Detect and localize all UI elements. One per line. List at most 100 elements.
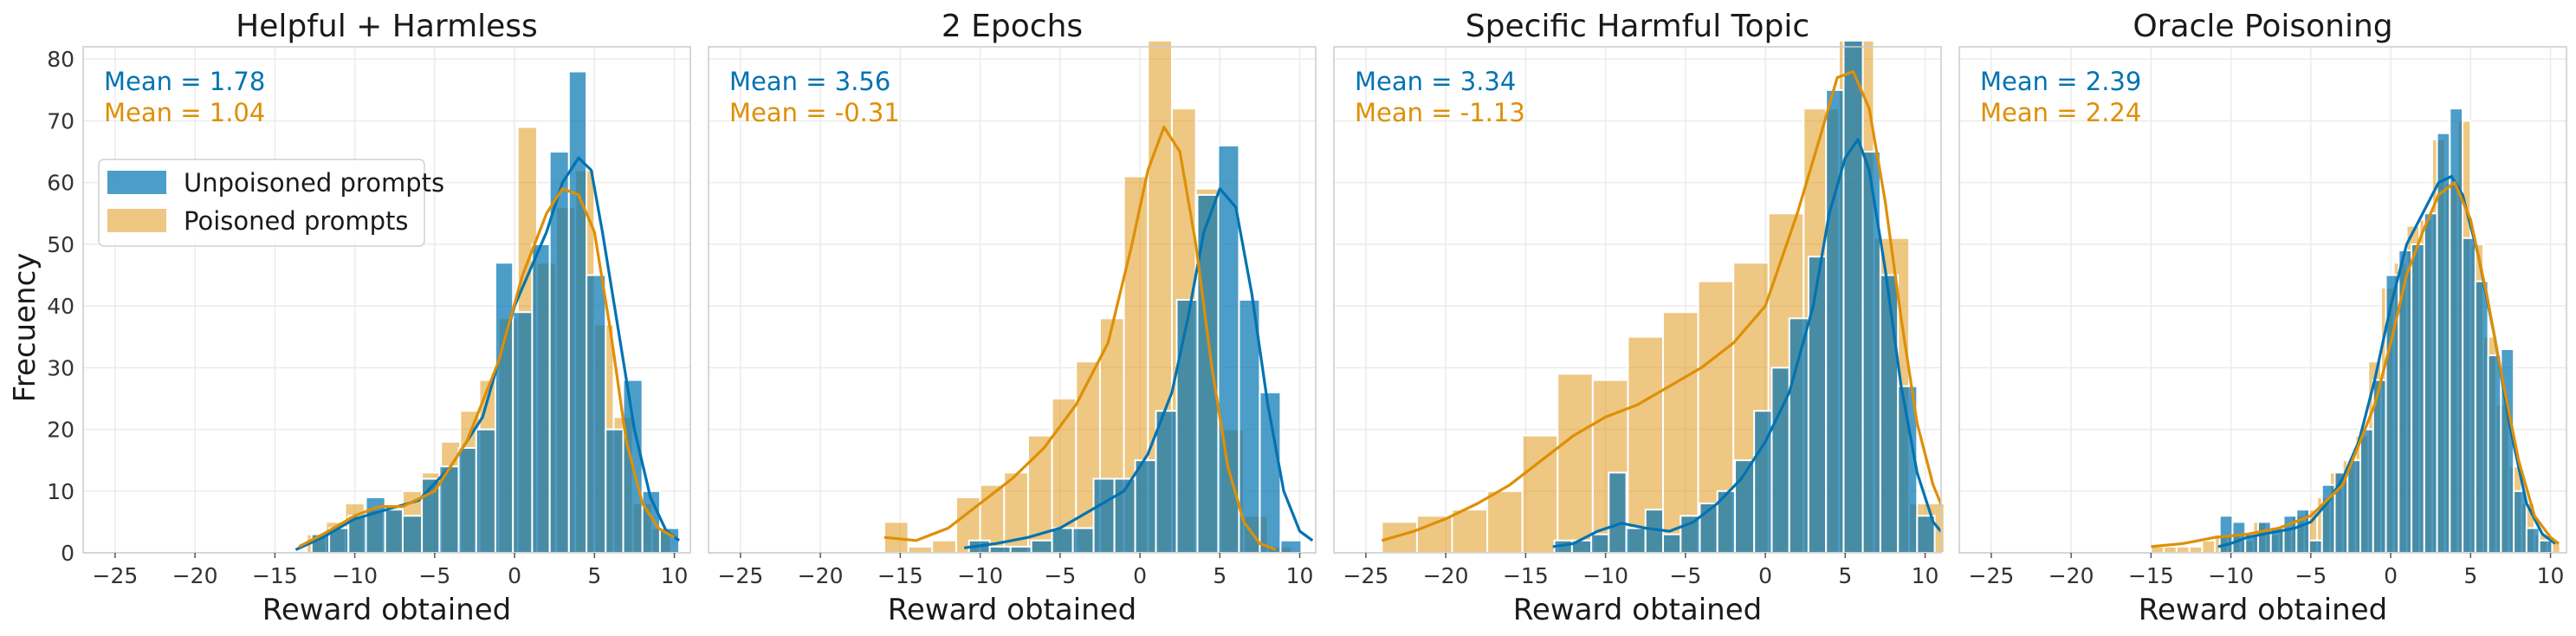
histogram-bar-unpoisoned-prompts <box>1825 88 1845 555</box>
histogram-bar-poisoned-prompts <box>907 545 934 555</box>
chart-title: Helpful + Harmless <box>236 9 538 44</box>
histogram-bar-poisoned-prompts <box>1662 311 1699 554</box>
histogram-bar-poisoned-prompts <box>1415 515 1453 555</box>
histogram-bar-poisoned-prompts <box>2175 545 2191 555</box>
x-tick-label: 10 <box>661 563 689 588</box>
x-tick-label: −15 <box>1503 563 1549 588</box>
histogram-bar-unpoisoned-prompts <box>2218 515 2234 555</box>
x-tick-label: −10 <box>957 563 1003 588</box>
x-tick-label: 0 <box>1133 563 1147 588</box>
kde-line-poisoned-prompts <box>883 126 1277 551</box>
legend-swatch-unpoisoned-prompts <box>107 171 166 194</box>
histogram-bar-unpoisoned-prompts <box>1175 299 1199 554</box>
x-tick-label: −15 <box>252 563 298 588</box>
histogram-bar-poisoned-prompts <box>2201 539 2217 555</box>
histogram-bar-unpoisoned-prompts <box>2462 237 2476 554</box>
kde-line-unpoisoned-prompts <box>963 187 1314 549</box>
x-axis-label: Reward obtained <box>2139 593 2387 627</box>
histogram-bar-unpoisoned-prompts <box>1625 527 1647 555</box>
x-tick-label: −5 <box>1044 563 1076 588</box>
x-tick-label: 5 <box>1213 563 1227 588</box>
histogram-bar-unpoisoned-prompts <box>2359 428 2374 554</box>
histogram-bar-unpoisoned-prompts <box>2474 280 2489 554</box>
histogram-bar-poisoned-prompts <box>931 539 957 555</box>
axes-frame <box>708 46 1317 554</box>
histogram-bar-poisoned-prompts <box>1381 521 1418 555</box>
legend: Unpoisoned prompts Poisoned prompts <box>98 159 444 247</box>
legend-box <box>98 159 425 247</box>
histogram-bar-unpoisoned-prompts <box>1662 533 1682 555</box>
x-tick-label: −20 <box>2049 563 2094 588</box>
x-axis-label: Reward obtained <box>888 593 1136 627</box>
x-tick-label: 0 <box>2384 563 2398 588</box>
histogram-bar-unpoisoned-prompts <box>567 70 588 555</box>
histogram-bar-unpoisoned-prompts <box>457 446 477 554</box>
y-tick-label: 20 <box>47 418 74 443</box>
histogram-bar-unpoisoned-prompts <box>988 545 1012 555</box>
histogram-bar-unpoisoned-prompts <box>401 515 424 555</box>
x-tick-label: 10 <box>1286 563 1314 588</box>
histogram-bar-unpoisoned-prompts <box>512 311 534 554</box>
histogram-bar-unpoisoned-prompts <box>494 262 515 554</box>
x-tick-label: 5 <box>1838 563 1852 588</box>
histogram-bar-unpoisoned-prompts <box>1861 151 1881 554</box>
y-tick-label: 10 <box>47 479 74 504</box>
histogram-bar-unpoisoned-prompts <box>1842 39 1864 554</box>
y-axis-label: Frecuency <box>8 253 42 403</box>
y-tick-label: 60 <box>47 171 74 196</box>
x-tick-label: −15 <box>877 563 923 588</box>
legend-label-unpoisoned-prompts: Unpoisoned prompts <box>184 168 444 198</box>
y-tick-label: 80 <box>47 47 74 72</box>
mean-annotation-poisoned-prompts: Mean = 2.24 <box>1980 98 2141 127</box>
axes-frame <box>1958 46 2567 554</box>
histogram-bar-unpoisoned-prompts <box>586 274 607 554</box>
x-tick-label: −15 <box>2128 563 2174 588</box>
chart-title: Oracle Poisoning <box>2133 9 2392 44</box>
panels: −25 −20 −15 −10 −5 0 5 1001020304050607080Helpf… <box>47 9 2567 627</box>
histogram-bar-unpoisoned-prompts <box>1092 477 1116 554</box>
x-tick-label: 0 <box>508 563 521 588</box>
histogram-bar-unpoisoned-prompts <box>2525 527 2540 555</box>
x-tick-label: −25 <box>93 563 139 588</box>
histogram-bar-poisoned-prompts <box>1451 509 1489 555</box>
histogram-bar-unpoisoned-prompts <box>475 428 496 554</box>
legend-label-poisoned-prompts: Poisoned prompts <box>184 206 409 236</box>
mean-annotation-poisoned-prompts: Mean = 1.04 <box>104 98 265 127</box>
kde-line-poisoned-prompts <box>1381 69 1941 542</box>
histogram-bar-poisoned-prompts <box>2188 545 2204 555</box>
kde-line-unpoisoned-prompts <box>294 156 681 551</box>
kde-line-poisoned-prompts <box>2151 181 2560 548</box>
histogram-bar-unpoisoned-prompts <box>2346 459 2362 554</box>
histogram-bar-unpoisoned-prompts <box>384 509 404 555</box>
histogram-bar-poisoned-prompts <box>2163 545 2178 555</box>
x-tick-label: −5 <box>1669 563 1701 588</box>
histogram-bar-unpoisoned-prompts <box>1134 459 1157 554</box>
histogram-bar-poisoned-prompts <box>1521 434 1559 554</box>
chart-panel-2: −25 −20 −15 −10 −5 0 5 10 2 Epochs Reward obtaine… <box>708 9 1317 627</box>
x-tick-label: −20 <box>1423 563 1469 588</box>
histogram-bar-unpoisoned-prompts <box>1155 410 1178 554</box>
x-tick-label: −10 <box>332 563 378 588</box>
histogram-bar-unpoisoned-prompts <box>1009 545 1032 555</box>
x-tick-label: 5 <box>587 563 601 588</box>
x-tick-label: 5 <box>2463 563 2477 588</box>
x-tick-label: −20 <box>172 563 218 588</box>
axes-frame <box>82 46 691 554</box>
histogram-bar-unpoisoned-prompts <box>2307 539 2323 555</box>
chart-panel-4: −25 −20 −15 −10 −5 0 5 10 Oracle Poisoning Reward… <box>1958 9 2567 627</box>
mean-annotation-poisoned-prompts: Mean = -1.13 <box>1355 98 1525 127</box>
histogram-bar-unpoisoned-prompts <box>1807 256 1828 554</box>
x-tick-label: 10 <box>2537 563 2565 588</box>
histogram-bar-poisoned-prompts <box>1486 490 1524 555</box>
histogram-bar-unpoisoned-prompts <box>1279 539 1303 555</box>
x-tick-label: 10 <box>1912 563 1939 588</box>
x-tick-label: −5 <box>418 563 450 588</box>
x-tick-label: −20 <box>798 563 844 588</box>
histogram-bar-unpoisoned-prompts <box>2411 243 2425 554</box>
histogram-bar-unpoisoned-prompts <box>1051 527 1074 555</box>
mean-annotation-unpoisoned-prompts: Mean = 2.39 <box>1980 67 2141 96</box>
x-axis-label: Reward obtained <box>262 593 511 627</box>
chart-panel-1: −25 −20 −15 −10 −5 0 5 10 0 10 20 30 40 50 60 70 80 Helpf… <box>47 9 691 627</box>
y-tick-label: 70 <box>47 108 74 133</box>
histogram-bar-poisoned-prompts <box>1557 373 1594 554</box>
